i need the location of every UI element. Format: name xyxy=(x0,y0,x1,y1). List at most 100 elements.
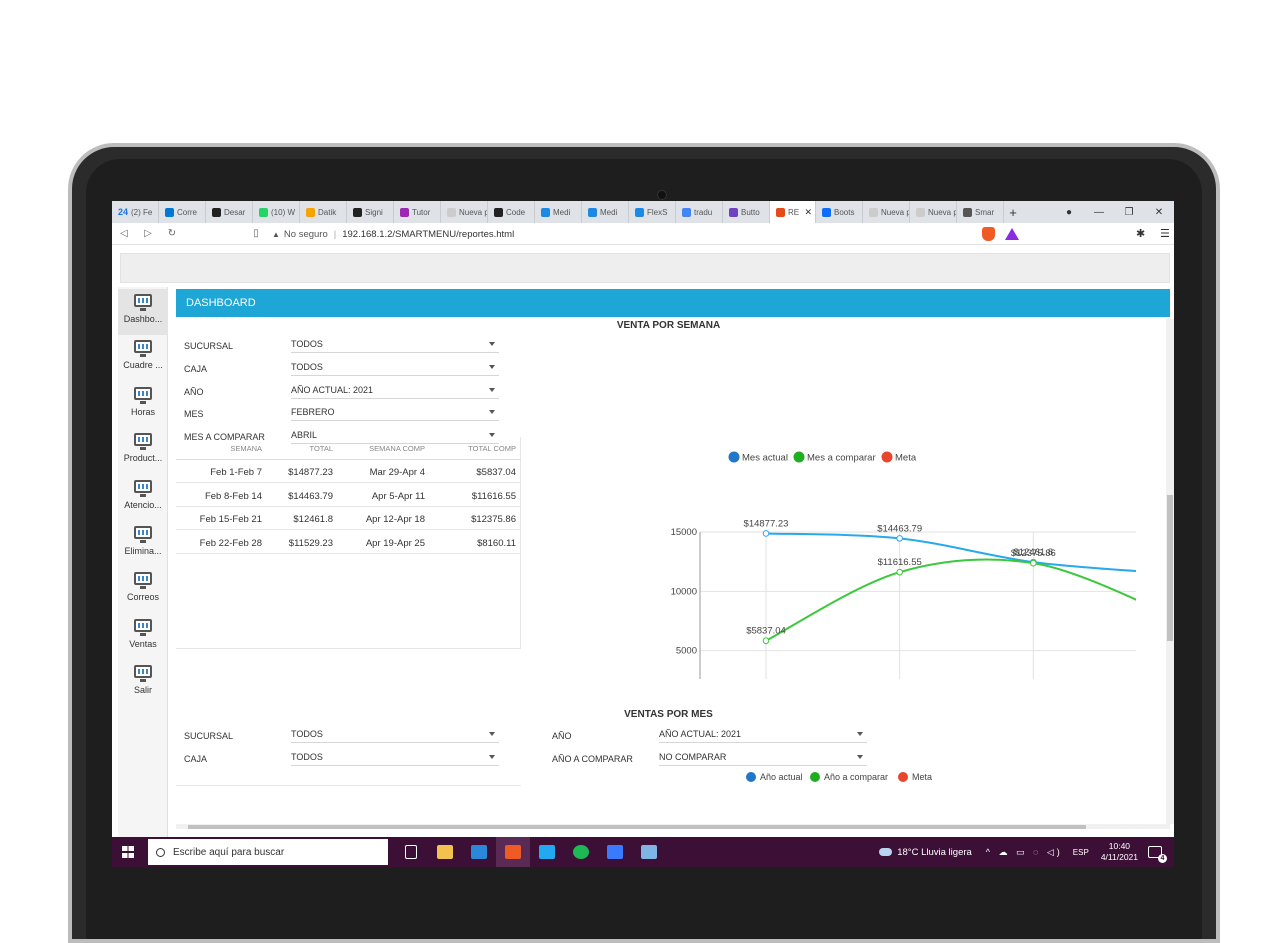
data-label: $12461.8 xyxy=(1014,547,1054,558)
task-view-icon[interactable] xyxy=(394,837,428,867)
sidebar-item[interactable]: Salir xyxy=(118,660,168,706)
filter-select[interactable]: FEBRERO xyxy=(291,405,499,422)
browser-tab[interactable]: Smar xyxy=(957,201,1004,223)
extensions-icon[interactable]: ✱ xyxy=(1136,228,1146,240)
profile-icon[interactable]: ● xyxy=(1065,206,1073,218)
filter-select[interactable]: TODOS xyxy=(291,337,499,353)
sidebar-item[interactable]: Atencio... xyxy=(118,475,168,521)
file-explorer-icon[interactable] xyxy=(428,837,462,867)
filter-select[interactable]: NO COMPARAR xyxy=(659,750,867,766)
notification-icon[interactable]: 4 xyxy=(1148,846,1167,863)
browser-tab[interactable]: Desar xyxy=(206,201,253,223)
sidebar-item[interactable]: Correos xyxy=(118,567,168,613)
tab-label: Boots xyxy=(834,207,855,217)
brave-shield-icon[interactable] xyxy=(982,227,995,241)
filter-label: CAJA xyxy=(184,753,208,764)
chevron-down-icon xyxy=(489,410,495,415)
tab-favicon-icon xyxy=(259,207,268,217)
horizontal-scrollbar[interactable] xyxy=(176,824,1170,829)
browser-tab[interactable]: Tutor xyxy=(394,201,441,223)
clock-date: 4/11/2021 xyxy=(1100,852,1138,862)
tab-label: Code xyxy=(506,207,526,217)
y-tick-label: 5000 xyxy=(676,646,697,657)
filter-select[interactable]: AÑO ACTUAL: 2021 xyxy=(291,383,499,399)
browser-tab[interactable]: (10) W xyxy=(253,201,300,223)
menu-icon[interactable]: ☰ xyxy=(1160,228,1170,240)
tab-label: Medi xyxy=(553,207,571,217)
vscode-icon[interactable] xyxy=(530,837,564,867)
spotify-icon[interactable] xyxy=(564,837,598,867)
forward-icon[interactable]: ▷ xyxy=(144,228,152,239)
bookmark-icon[interactable]: ▯ xyxy=(253,228,259,239)
browser-tab[interactable]: Medi xyxy=(582,201,629,223)
table-cell: $12461.8 xyxy=(293,514,333,525)
language-indicator[interactable]: ESP xyxy=(1072,847,1089,857)
browser-tab[interactable]: Datik xyxy=(300,201,347,223)
legend-item[interactable]: Año a comparar xyxy=(810,772,888,782)
maximize-icon[interactable]: ❐ xyxy=(1124,206,1134,218)
taskbar-search-input[interactable]: Escribe aquí para buscar xyxy=(148,839,388,865)
taskbar-apps xyxy=(394,837,666,867)
browser-tab[interactable]: Boots xyxy=(816,201,863,223)
mail-icon[interactable] xyxy=(462,837,496,867)
legend-dot xyxy=(746,772,756,782)
browser-tab[interactable]: RE ✕ xyxy=(770,201,816,223)
weekly-chart-title: VENTA POR SEMANA xyxy=(616,320,721,331)
browser-tab[interactable]: Nueva pe xyxy=(441,201,488,223)
tray-icons[interactable]: ^ ☁ ▭ ◌ ◁) xyxy=(985,846,1063,857)
browser-tab[interactable]: Medi xyxy=(535,201,582,223)
weather-widget[interactable]: 18°C Lluvia ligera xyxy=(879,847,972,858)
browser-tab[interactable]: 24 (2) Fe xyxy=(112,201,159,223)
back-icon[interactable]: ◁ xyxy=(120,228,128,239)
browser-tab[interactable]: Nueva pe xyxy=(910,201,957,223)
close-window-icon[interactable]: ✕ xyxy=(1154,206,1164,218)
filter-select[interactable]: AÑO ACTUAL: 2021 xyxy=(659,727,867,743)
table-header-cell: TOTAL COMP xyxy=(468,444,516,453)
minimize-icon[interactable]: — xyxy=(1094,206,1104,218)
notepad-icon[interactable] xyxy=(632,837,666,867)
filter-row: MES FEBRERO xyxy=(184,405,499,422)
browser-tab[interactable]: Signi xyxy=(347,201,394,223)
rewards-icon[interactable] xyxy=(1005,228,1019,240)
filter-select[interactable]: TODOS xyxy=(291,750,499,766)
brave-icon[interactable] xyxy=(496,837,530,867)
monitor-icon xyxy=(134,572,152,590)
filter-select[interactable]: ABRIL xyxy=(291,428,499,445)
legend-item[interactable]: Año actual xyxy=(746,772,803,782)
filter-value: AÑO ACTUAL: 2021 xyxy=(291,384,374,395)
tab-label: Corre xyxy=(177,207,198,217)
sidebar-item[interactable]: Cuadre ... xyxy=(118,335,168,381)
browser-tab[interactable]: Code xyxy=(488,201,535,223)
browser-tab[interactable]: Corre xyxy=(159,201,206,223)
vertical-scrollbar[interactable] xyxy=(1166,319,1174,824)
sidebar: Dashbo... Cuadre ... Horas Product... Atenci… xyxy=(118,287,168,841)
browser-tab[interactable]: Nueva pe xyxy=(863,201,910,223)
tab-label: FlexS xyxy=(647,207,668,217)
sidebar-item-label: Ventas xyxy=(129,638,157,649)
browser-tab[interactable]: Butto xyxy=(723,201,770,223)
sidebar-item[interactable]: Elimina... xyxy=(118,521,168,567)
filter-select[interactable]: TODOS xyxy=(291,727,499,743)
tab-favicon-icon xyxy=(165,207,174,217)
reload-icon[interactable]: ↻ xyxy=(167,228,177,239)
legend-item[interactable]: Meta xyxy=(898,772,932,782)
sidebar-item[interactable]: Product... xyxy=(118,428,168,474)
firefox-icon[interactable] xyxy=(598,837,632,867)
browser-tab[interactable]: tradu xyxy=(676,201,723,223)
sidebar-item[interactable]: Horas xyxy=(118,382,168,428)
tab-label: Datik xyxy=(318,207,337,217)
filter-select[interactable]: TODOS xyxy=(291,360,499,376)
new-tab-button[interactable]: + xyxy=(1009,204,1017,220)
monitor-icon xyxy=(134,294,152,311)
table-cell: $14463.79 xyxy=(288,490,333,502)
tab-close-icon[interactable]: ✕ xyxy=(804,206,812,217)
filter-row: AÑO AÑO ACTUAL: 2021 xyxy=(552,727,867,743)
clock[interactable]: 10:40 4/11/2021 xyxy=(1101,841,1138,863)
chevron-down-icon xyxy=(489,754,495,759)
url-input[interactable]: ▲ No seguro | 192.168.1.2/SMARTMENU/repo… xyxy=(272,228,515,240)
sidebar-item[interactable]: Dashbo... xyxy=(118,289,168,335)
sidebar-item[interactable]: Ventas xyxy=(118,614,168,660)
windows-start-icon[interactable] xyxy=(112,837,144,867)
legend-item: Mes actual xyxy=(728,451,788,464)
browser-tab[interactable]: FlexS xyxy=(629,201,676,223)
